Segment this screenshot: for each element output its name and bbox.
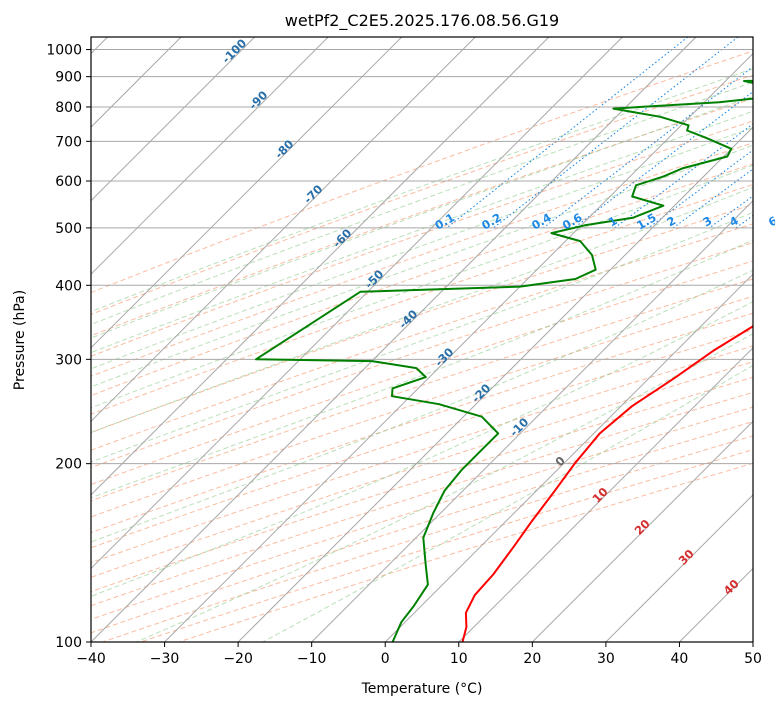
y-tick-label: 700 (55, 134, 82, 150)
y-tick-label: 300 (55, 352, 82, 368)
isotherm-line (531, 420, 753, 642)
dry-adiabat-line (91, 142, 753, 377)
dry-adiabat-line (91, 278, 753, 502)
x-tick-label: −10 (297, 651, 327, 667)
y-tick-label: 1000 (46, 43, 82, 59)
profile-series (255, 79, 753, 642)
isotherm-line (91, 37, 623, 570)
isotherm-line (605, 494, 753, 642)
moist-adiabat-line (91, 211, 753, 463)
isotherm-line (91, 37, 329, 275)
y-axis: 100 200 300 400 500 600 700 800 900 1000 (46, 43, 91, 651)
dry-adiabat-line (91, 361, 753, 578)
y-tick-label: 400 (55, 278, 82, 294)
moist-adiabats (91, 68, 753, 642)
dry-adiabat-line (91, 242, 753, 469)
isotherms (91, 37, 753, 642)
isotherm-line (164, 52, 753, 642)
moist-adiabat-line (91, 239, 753, 499)
dry-adiabat-line (91, 223, 753, 451)
isotherm-line (91, 37, 550, 496)
x-tick-label: −40 (76, 651, 106, 667)
isotherm-line (458, 347, 753, 642)
y-tick-label: 200 (55, 457, 82, 473)
dry-adiabat-line (91, 312, 753, 534)
dewpoint-profile-line (255, 79, 753, 642)
isotherm-line (91, 37, 403, 349)
x-axis-label: Temperature (°C) (361, 681, 483, 697)
plot-frame (90, 36, 754, 643)
x-tick-label: 20 (523, 651, 541, 667)
dry-adiabat-line (91, 163, 753, 397)
dry-adiabat-line (91, 391, 753, 607)
x-tick-label: 40 (671, 651, 689, 667)
dry-adiabat-line (91, 184, 753, 415)
isotherm-line (91, 37, 476, 423)
moist-adiabat-line (91, 301, 753, 597)
moist-adiabat-line (91, 164, 753, 409)
y-tick-label: 900 (55, 70, 82, 86)
dry-adiabat-line (91, 329, 753, 549)
isotherm-line (91, 37, 697, 642)
x-tick-label: −30 (150, 651, 180, 667)
y-tick-label: 600 (55, 174, 82, 190)
x-tick-label: 50 (744, 651, 762, 667)
dry-adiabat-line (91, 295, 753, 518)
dry-adiabat-line (91, 345, 753, 564)
y-tick-label: 500 (55, 221, 82, 237)
y-tick-label: 100 (55, 635, 82, 651)
x-tick-label: 0 (381, 651, 390, 667)
y-axis-label: Pressure (hPa) (12, 290, 28, 390)
temperature-profile-line (461, 324, 753, 642)
mixing-ratio-line (446, 37, 689, 229)
moist-adiabat-line (91, 186, 753, 434)
x-axis: −40 −30 −20 −10 0 10 20 30 40 50 (76, 642, 762, 667)
isotherm-line (237, 126, 753, 642)
mixing-ratio-line (614, 123, 753, 229)
plot-area (91, 37, 753, 642)
x-tick-label: −20 (223, 651, 253, 667)
x-tick-label: 30 (597, 651, 615, 667)
moist-adiabat-line (91, 95, 753, 339)
isotherm-line (91, 37, 256, 202)
dry-adiabat-line (91, 376, 753, 593)
moist-adiabat-line (262, 364, 753, 642)
chart-title: wetPf2_C2E5.2025.176.08.56.G19 (285, 11, 559, 31)
moist-adiabat-line (91, 269, 753, 543)
y-tick-label: 800 (55, 100, 82, 116)
dry-adiabat-line (91, 50, 753, 294)
dry-adiabat-line (91, 97, 753, 337)
mixing-ratio-lines (446, 37, 753, 229)
isotherm-line (311, 199, 753, 642)
x-tick-label: 10 (450, 651, 468, 667)
mixing-ratio-label: 6 (766, 213, 775, 229)
mixing-ratio-line (543, 66, 753, 229)
isotherm-line (384, 273, 753, 642)
